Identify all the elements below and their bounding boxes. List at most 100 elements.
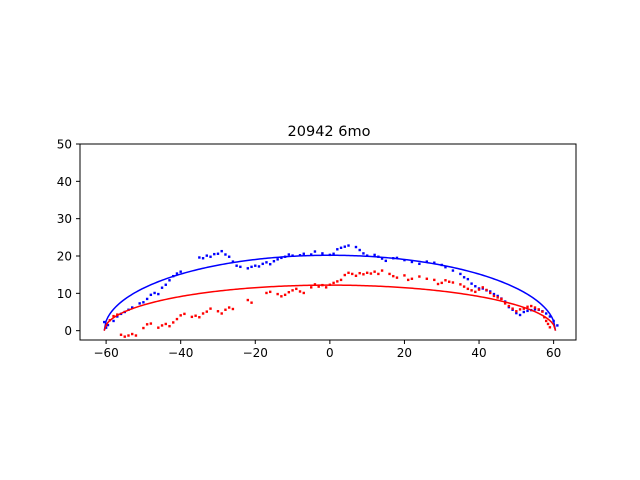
data-point bbox=[295, 287, 298, 291]
data-point bbox=[440, 281, 443, 285]
data-point bbox=[343, 245, 346, 248]
data-point bbox=[220, 249, 223, 253]
data-point bbox=[406, 278, 410, 282]
data-point bbox=[511, 307, 514, 310]
data-point bbox=[462, 285, 466, 288]
data-point bbox=[332, 252, 335, 255]
y-tick-label: 10 bbox=[57, 287, 72, 301]
data-point bbox=[265, 291, 268, 295]
data-point bbox=[172, 321, 175, 324]
data-point bbox=[224, 253, 227, 256]
data-point bbox=[541, 310, 544, 313]
data-point bbox=[448, 280, 451, 283]
data-point bbox=[317, 285, 320, 288]
data-point bbox=[310, 253, 313, 256]
data-point bbox=[175, 317, 179, 321]
data-point bbox=[131, 306, 134, 309]
data-point bbox=[209, 255, 212, 258]
data-point bbox=[518, 308, 522, 311]
data-point bbox=[179, 270, 182, 273]
x-tick-label: 0 bbox=[326, 346, 334, 360]
data-point bbox=[209, 307, 212, 310]
data-point bbox=[354, 274, 358, 277]
data-point bbox=[369, 272, 373, 275]
data-point bbox=[347, 271, 350, 274]
data-point bbox=[433, 278, 436, 282]
data-point bbox=[466, 287, 470, 291]
data-point bbox=[470, 289, 473, 292]
data-point bbox=[500, 297, 503, 301]
data-point bbox=[198, 256, 201, 259]
fit-curve-3 bbox=[103, 284, 557, 331]
data-point bbox=[313, 283, 317, 286]
data-point bbox=[373, 270, 376, 273]
data-point bbox=[451, 269, 455, 272]
data-point bbox=[213, 252, 216, 256]
data-point bbox=[103, 320, 106, 324]
data-point bbox=[362, 273, 365, 276]
data-point bbox=[339, 278, 343, 282]
data-point bbox=[250, 301, 253, 304]
data-point bbox=[310, 286, 313, 289]
data-point bbox=[239, 265, 242, 269]
data-point bbox=[321, 252, 324, 255]
data-point bbox=[515, 311, 518, 315]
data-point bbox=[175, 272, 179, 275]
data-point bbox=[515, 310, 518, 313]
data-point bbox=[537, 308, 540, 311]
data-point bbox=[106, 323, 110, 327]
data-point bbox=[418, 262, 421, 266]
data-point bbox=[470, 282, 473, 285]
data-point bbox=[358, 248, 361, 252]
x-tick-label: 20 bbox=[397, 346, 412, 360]
data-point bbox=[477, 288, 481, 291]
data-point bbox=[142, 301, 145, 304]
data-point bbox=[403, 274, 406, 277]
data-point bbox=[149, 322, 153, 325]
x-tick-label: 40 bbox=[471, 346, 486, 360]
data-point bbox=[183, 312, 186, 316]
plot-marks bbox=[103, 244, 559, 338]
data-point bbox=[489, 290, 492, 293]
data-point bbox=[530, 304, 533, 308]
data-point bbox=[347, 244, 350, 247]
data-point bbox=[503, 302, 507, 305]
data-point bbox=[351, 272, 354, 276]
data-point bbox=[556, 324, 559, 327]
data-point bbox=[522, 307, 525, 310]
data-point bbox=[201, 257, 205, 260]
data-point bbox=[231, 260, 235, 263]
data-point bbox=[190, 315, 194, 319]
y-tick-label: 40 bbox=[57, 175, 72, 189]
data-point bbox=[436, 282, 440, 286]
y-tick-label: 30 bbox=[57, 212, 72, 226]
data-point bbox=[287, 291, 291, 294]
data-point bbox=[145, 323, 149, 326]
data-point bbox=[216, 310, 220, 313]
data-point bbox=[302, 252, 305, 255]
data-point bbox=[194, 314, 197, 317]
data-point bbox=[145, 297, 149, 301]
data-point bbox=[280, 295, 283, 298]
data-point bbox=[269, 263, 272, 266]
data-point bbox=[384, 259, 387, 263]
data-point bbox=[481, 286, 484, 289]
data-point bbox=[365, 271, 369, 274]
data-point bbox=[380, 257, 384, 260]
data-point bbox=[168, 279, 171, 282]
data-point bbox=[489, 291, 492, 295]
data-point bbox=[116, 315, 119, 318]
data-point bbox=[362, 252, 365, 255]
data-point bbox=[205, 310, 208, 313]
data-point bbox=[291, 289, 294, 292]
data-point bbox=[466, 277, 470, 281]
data-point bbox=[324, 286, 328, 289]
data-point bbox=[526, 305, 529, 308]
data-point bbox=[339, 246, 343, 249]
data-point bbox=[287, 253, 291, 256]
data-point bbox=[224, 308, 227, 311]
y-tick-label: 20 bbox=[57, 250, 72, 264]
data-point bbox=[246, 267, 250, 270]
data-point bbox=[425, 277, 429, 280]
